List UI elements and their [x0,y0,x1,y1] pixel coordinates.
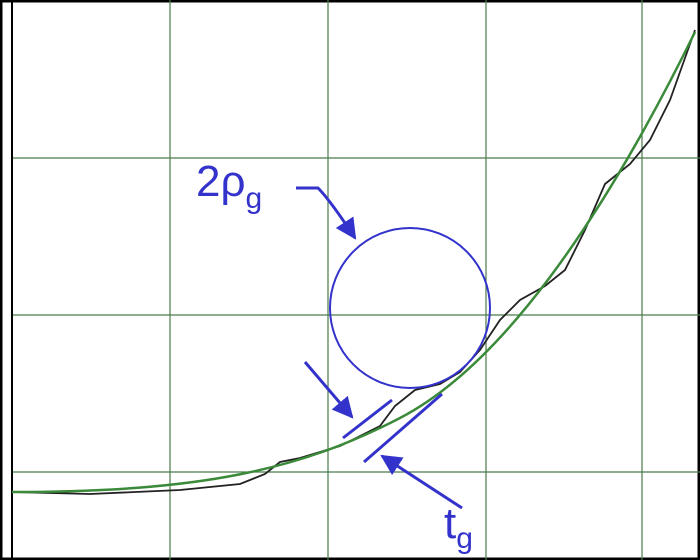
upper-arrow [303,361,354,419]
radius-label: 2ρg [196,157,262,215]
thickness-label: tg [444,499,473,555]
lower-arrow [380,454,463,510]
upper-bar [342,398,393,440]
radius-arrow [296,186,357,240]
radius-main: 2ρ [196,157,246,206]
radius-sub: g [246,182,263,215]
probe-circle [329,227,491,389]
thickness-main: t [444,499,456,548]
tangent-bar [363,392,443,464]
reference-profile [11,31,697,494]
grid [12,0,700,560]
thickness-sub: g [456,522,473,555]
